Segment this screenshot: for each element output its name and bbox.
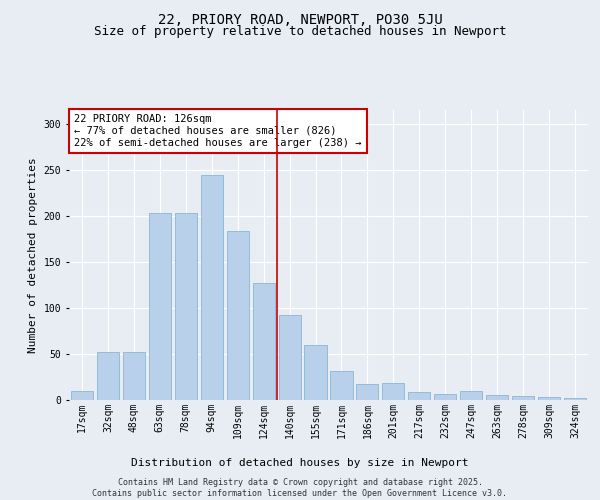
Text: Distribution of detached houses by size in Newport: Distribution of detached houses by size … [131,458,469,468]
Text: 22, PRIORY ROAD, NEWPORT, PO30 5JU: 22, PRIORY ROAD, NEWPORT, PO30 5JU [158,12,442,26]
Bar [356,384,379,400]
Bar [200,176,223,400]
Bar [227,230,249,400]
Bar [97,352,119,400]
Bar [149,213,171,400]
Text: Contains HM Land Registry data © Crown copyright and database right 2025.
Contai: Contains HM Land Registry data © Crown c… [92,478,508,498]
Bar [538,397,560,400]
Bar [278,316,301,400]
Bar [304,345,326,400]
Bar [382,382,404,400]
Bar [564,398,586,400]
Bar [512,396,534,400]
Text: 22 PRIORY ROAD: 126sqm
← 77% of detached houses are smaller (826)
22% of semi-de: 22 PRIORY ROAD: 126sqm ← 77% of detached… [74,114,362,148]
Bar [486,396,508,400]
Bar [175,213,197,400]
Bar [253,283,275,400]
Bar [408,392,430,400]
Bar [123,352,145,400]
Bar [460,391,482,400]
Bar [331,370,353,400]
Y-axis label: Number of detached properties: Number of detached properties [28,157,38,353]
Bar [71,391,93,400]
Bar [434,394,457,400]
Text: Size of property relative to detached houses in Newport: Size of property relative to detached ho… [94,25,506,38]
